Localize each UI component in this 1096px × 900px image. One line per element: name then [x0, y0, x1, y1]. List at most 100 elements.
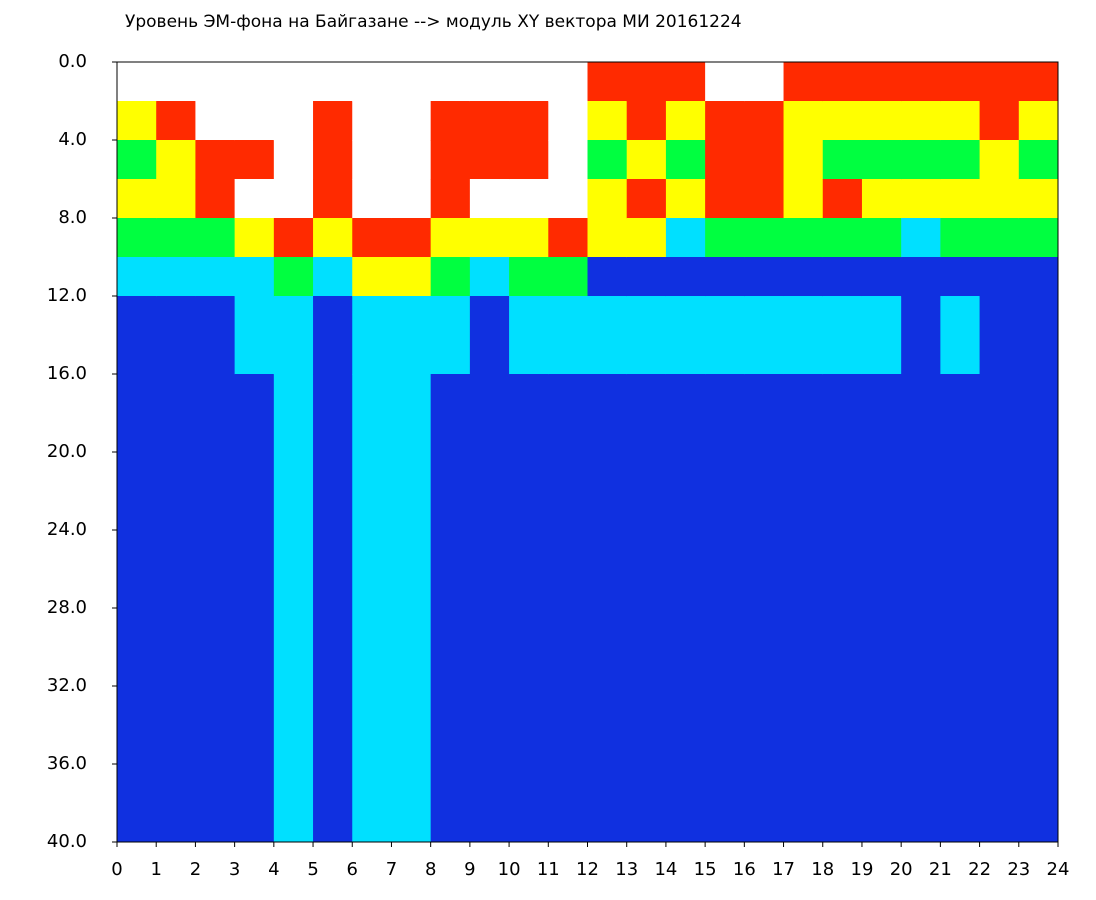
heat-cell: [901, 296, 941, 375]
heat-cell: [587, 374, 628, 843]
heat-cell: [117, 257, 157, 297]
y-tick-label: 20.0: [47, 441, 87, 462]
heat-cell: [626, 101, 667, 141]
heat-cell: [117, 101, 157, 141]
y-tick-label: 32.0: [47, 675, 87, 696]
heat-cell: [665, 140, 706, 180]
heat-cell: [822, 101, 863, 141]
heat-cell: [744, 218, 785, 258]
heat-cell: [117, 374, 157, 843]
heat-cell: [705, 62, 745, 102]
heat-cell: [783, 101, 824, 141]
heat-cell: [469, 179, 510, 219]
heat-cell: [156, 296, 196, 375]
heat-cell: [744, 62, 785, 102]
heat-cell: [469, 374, 510, 843]
heat-cell: [744, 257, 785, 297]
heat-cell: [469, 140, 510, 180]
heat-cell: [626, 179, 667, 219]
heat-cell: [313, 218, 353, 258]
heat-cell: [548, 257, 588, 297]
heat-cell: [313, 179, 353, 219]
x-tick-label: 23: [1007, 859, 1030, 880]
heat-cell: [705, 179, 745, 219]
heat-cell: [391, 218, 432, 258]
heat-cell: [979, 140, 1020, 180]
x-tick-label: 14: [654, 859, 677, 880]
heat-cell: [352, 179, 392, 219]
heat-cell: [822, 179, 863, 219]
heat-cell: [195, 140, 236, 180]
x-tick-label: 1: [150, 859, 161, 880]
heat-cell: [940, 218, 981, 258]
heat-cell: [861, 140, 902, 180]
x-tick-label: 17: [772, 859, 795, 880]
heat-cell: [665, 62, 706, 102]
heat-cell: [1018, 257, 1059, 297]
heat-cell: [1018, 101, 1059, 141]
heat-cell: [979, 374, 1020, 843]
x-tick-label: 19: [851, 859, 874, 880]
heat-cell: [665, 374, 706, 843]
x-tick-label: 7: [386, 859, 397, 880]
heat-cell: [156, 101, 196, 141]
heat-cell: [861, 101, 902, 141]
chart-title: Уровень ЭМ-фона на Байгазане --> модуль …: [125, 12, 742, 32]
heat-cell: [1018, 62, 1059, 102]
heat-cell: [509, 257, 549, 297]
heat-cell: [273, 140, 314, 180]
heat-cell: [509, 101, 549, 141]
heat-cell: [430, 179, 471, 219]
heat-cell: [548, 179, 588, 219]
heat-cell: [156, 374, 196, 843]
heat-cell: [1018, 140, 1059, 180]
heat-cell: [273, 374, 314, 843]
heat-cell: [705, 218, 745, 258]
heat-cell: [822, 218, 863, 258]
heat-cell: [979, 101, 1020, 141]
x-tick-label: 0: [111, 859, 122, 880]
heat-cell: [783, 140, 824, 180]
heat-cell: [940, 374, 981, 843]
y-tick-label: 28.0: [47, 597, 87, 618]
heat-cell: [469, 257, 510, 297]
heat-cell: [979, 179, 1020, 219]
x-tick-label: 10: [498, 859, 521, 880]
x-tick-label: 18: [811, 859, 834, 880]
heat-cell: [234, 218, 275, 258]
x-tick-label: 13: [615, 859, 638, 880]
heat-cell: [195, 179, 236, 219]
heat-cell: [744, 296, 785, 375]
heat-cell: [940, 296, 981, 375]
heat-cell: [391, 140, 432, 180]
heat-cell: [391, 101, 432, 141]
x-tick-label: 2: [190, 859, 201, 880]
heat-cell: [391, 296, 432, 375]
heat-cell: [822, 374, 863, 843]
heat-cell: [548, 62, 588, 102]
heat-cell: [313, 374, 353, 843]
heat-cell: [783, 374, 824, 843]
heat-cell: [195, 101, 236, 141]
heat-cell: [234, 179, 275, 219]
heat-cell: [705, 374, 745, 843]
heat-cell: [587, 101, 628, 141]
heat-cell: [352, 62, 392, 102]
heat-cell: [901, 179, 941, 219]
heat-cell: [234, 374, 275, 843]
y-tick-label: 40.0: [47, 831, 87, 852]
heat-cell: [313, 101, 353, 141]
heat-cell: [156, 257, 196, 297]
heat-cell: [548, 101, 588, 141]
heat-cell: [705, 257, 745, 297]
heat-cell: [744, 179, 785, 219]
x-tick-label: 15: [694, 859, 717, 880]
heat-cell: [940, 62, 981, 102]
heat-cell: [665, 218, 706, 258]
heat-cell: [783, 62, 824, 102]
x-tick-label: 12: [576, 859, 599, 880]
heat-cell: [665, 296, 706, 375]
heat-cell: [234, 296, 275, 375]
heat-cell: [822, 140, 863, 180]
heat-cell: [1018, 296, 1059, 375]
